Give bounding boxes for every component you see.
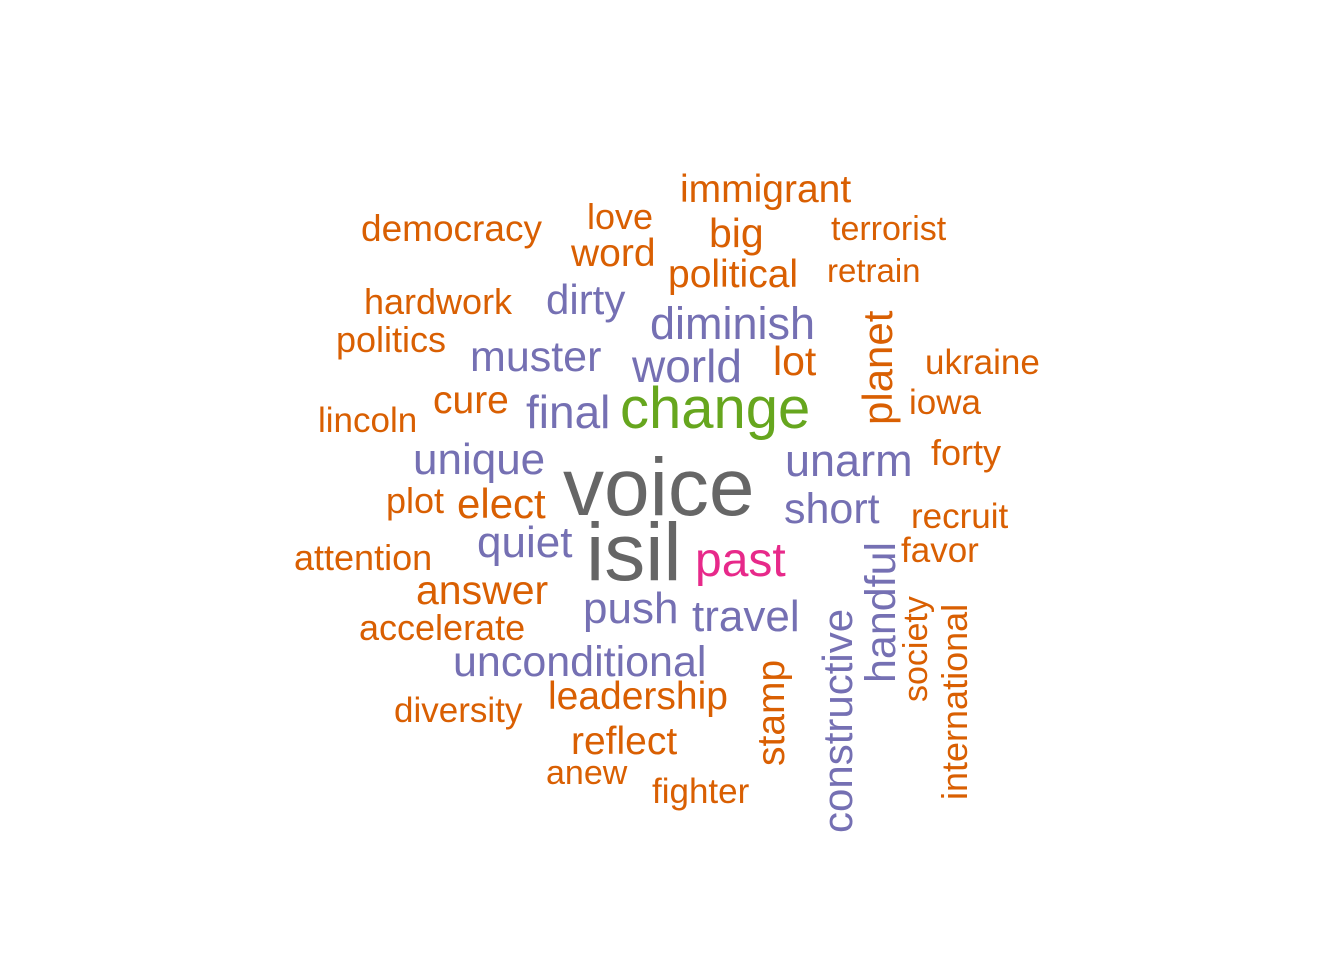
word-fighter: fighter bbox=[652, 772, 750, 811]
word-travel: travel bbox=[692, 592, 800, 641]
word-retrain: retrain bbox=[827, 252, 921, 289]
word-unarm: unarm bbox=[785, 435, 913, 486]
word-answer: answer bbox=[416, 567, 549, 613]
word-final: final bbox=[526, 386, 611, 438]
word-immigrant: immigrant bbox=[680, 168, 852, 211]
word-elect: elect bbox=[457, 480, 546, 527]
word-love: love bbox=[587, 196, 654, 237]
word-hardwork: hardwork bbox=[364, 281, 513, 322]
word-constructive: constructive bbox=[814, 608, 861, 833]
word-recruit: recruit bbox=[911, 497, 1009, 536]
word-lincoln: lincoln bbox=[318, 401, 418, 440]
word-isil: isil bbox=[586, 507, 682, 598]
word-attention: attention bbox=[294, 537, 433, 578]
word-past: past bbox=[695, 534, 786, 587]
word-reflect: reflect bbox=[571, 720, 678, 763]
word-iowa: iowa bbox=[909, 383, 981, 422]
word-stamp: stamp bbox=[750, 659, 793, 766]
word-big: big bbox=[709, 210, 764, 256]
word-democracy: democracy bbox=[361, 208, 542, 249]
word-anew: anew bbox=[546, 754, 628, 792]
word-accelerate: accelerate bbox=[359, 607, 526, 648]
word-society: society bbox=[897, 596, 935, 702]
word-cure: cure bbox=[433, 379, 509, 422]
word-diminish: diminish bbox=[650, 298, 816, 349]
word-dirty: dirty bbox=[546, 276, 626, 323]
word-diversity: diversity bbox=[394, 691, 523, 730]
word-word: word bbox=[571, 232, 656, 275]
word-plot: plot bbox=[386, 480, 445, 521]
word-push: push bbox=[583, 584, 679, 633]
word-world: world bbox=[632, 340, 742, 392]
word-terrorist: terrorist bbox=[831, 210, 947, 248]
word-unique: unique bbox=[413, 435, 546, 484]
word-quiet: quiet bbox=[477, 518, 573, 567]
word-lot: lot bbox=[773, 338, 817, 384]
word-voice: voice bbox=[563, 442, 755, 533]
word-ukraine: ukraine bbox=[925, 343, 1040, 382]
word-favor: favor bbox=[901, 531, 979, 570]
word-political: political bbox=[668, 253, 799, 296]
word-muster: muster bbox=[470, 333, 602, 381]
word-unconditional: unconditional bbox=[453, 638, 707, 686]
word-international: international bbox=[934, 603, 975, 800]
word-politics: politics bbox=[336, 319, 447, 360]
word-forty: forty bbox=[931, 432, 1002, 473]
word-leadership: leadership bbox=[548, 675, 728, 718]
word-change: change bbox=[620, 376, 811, 441]
word-short: short bbox=[784, 485, 880, 533]
word-planet: planet bbox=[854, 310, 901, 425]
